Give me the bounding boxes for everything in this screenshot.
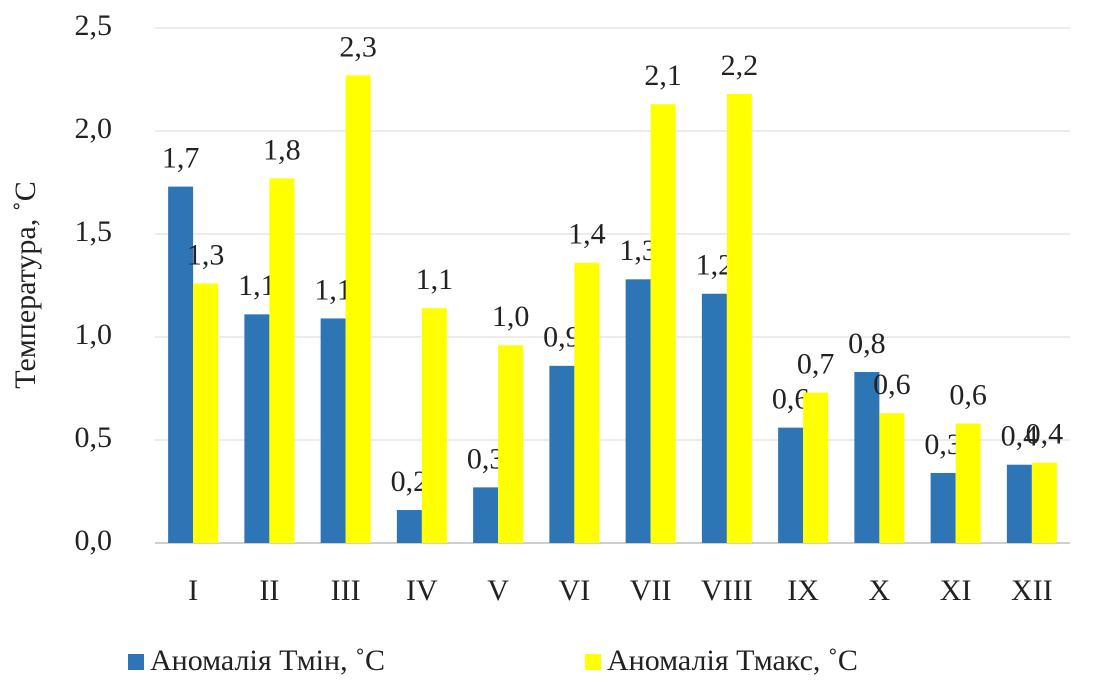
data-label: 2,1 <box>644 59 682 92</box>
data-label: 1,8 <box>263 133 301 166</box>
bar <box>574 262 600 543</box>
data-label: 0,8 <box>848 327 886 360</box>
x-tick-label: VII <box>630 574 672 607</box>
data-label: 1,7 <box>162 142 200 175</box>
bar <box>854 372 880 543</box>
bar <box>1031 462 1057 543</box>
y-tick-label: 1,5 <box>75 215 113 248</box>
bar <box>803 392 829 543</box>
bar <box>269 178 295 543</box>
x-tick-label: V <box>487 574 509 607</box>
bar <box>930 472 956 543</box>
x-tick-label: VIII <box>701 574 753 607</box>
x-tick-label: XII <box>1011 574 1053 607</box>
bar <box>345 75 371 543</box>
legend-swatch <box>585 654 601 670</box>
y-tick-label: 0,5 <box>75 421 113 454</box>
bar <box>778 427 804 543</box>
x-tick-label: XI <box>940 574 972 607</box>
data-label: 1,0 <box>492 300 530 333</box>
data-label: 1,3 <box>187 238 225 271</box>
x-tick-label: VI <box>559 574 591 607</box>
y-axis-label: Температура, ˚С <box>9 181 42 388</box>
data-label: 0,7 <box>797 348 835 381</box>
y-tick-label: 2,0 <box>75 112 113 145</box>
x-tick-label: X <box>869 574 891 607</box>
data-label: 1,4 <box>568 218 606 251</box>
bar <box>726 93 752 544</box>
bar <box>498 345 524 543</box>
x-tick-label: IX <box>787 574 819 607</box>
x-tick-label: III <box>331 574 361 607</box>
data-label: 0,6 <box>873 368 911 401</box>
x-tick-label: II <box>259 574 279 607</box>
bar <box>244 314 270 543</box>
bar <box>1006 464 1032 543</box>
bar <box>473 487 499 543</box>
y-tick-label: 2,5 <box>75 9 113 42</box>
bar <box>701 293 727 543</box>
bar <box>879 413 905 543</box>
data-label: 0,4 <box>1001 420 1039 453</box>
bar <box>650 104 676 543</box>
data-label: 1,1 <box>416 263 454 296</box>
bar <box>320 318 346 543</box>
bar <box>421 308 447 543</box>
bar <box>549 365 575 543</box>
legend-swatch <box>128 654 144 670</box>
x-tick-label: IV <box>406 574 438 607</box>
bar <box>396 510 422 543</box>
bar <box>625 279 651 543</box>
bar <box>193 283 219 543</box>
x-tick-label: I <box>188 574 198 607</box>
bar <box>168 186 194 543</box>
data-label: 2,3 <box>339 30 377 63</box>
y-tick-label: 1,0 <box>75 318 113 351</box>
legend-label: Аномалія Тмін, ˚С <box>150 644 385 677</box>
data-label: 0,6 <box>949 378 987 411</box>
data-label: 2,2 <box>721 49 759 82</box>
bar <box>955 423 981 543</box>
y-tick-label: 0,0 <box>75 524 113 557</box>
data-label: 0,4 <box>1026 418 1064 451</box>
legend-label: Аномалія Тмакс, ˚С <box>607 644 858 677</box>
